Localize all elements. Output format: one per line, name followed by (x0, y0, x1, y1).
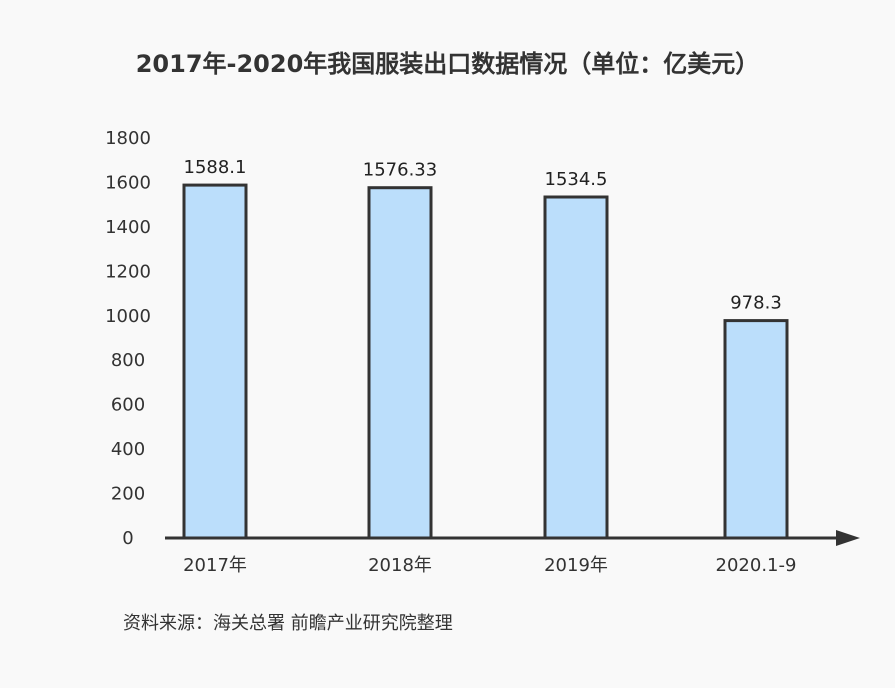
y-tick-label: 800 (111, 350, 145, 371)
y-tick-label: 1200 (105, 261, 151, 282)
chart-title: 2017年-2020年我国服装出口数据情况（单位：亿美元） (135, 50, 760, 78)
x-axis-arrow-icon (836, 530, 860, 546)
y-tick-label: 1400 (105, 217, 151, 238)
y-tick-label: 1600 (105, 172, 151, 193)
bars-group: 1588.1 1576.33 1534.5 978.3 (182, 157, 789, 540)
y-tick-label: 400 (111, 439, 145, 460)
data-label: 978.3 (730, 293, 782, 314)
y-tick-label: 1000 (105, 306, 151, 327)
bar (367, 186, 433, 540)
x-tick-label: 2020.1-9 (716, 555, 797, 576)
bar (182, 183, 248, 540)
y-tick-label: 600 (111, 395, 145, 416)
y-tick-label: 200 (111, 484, 145, 505)
y-tick-label: 1800 (105, 128, 151, 149)
y-axis-ticks: 0 200 400 600 800 1000 1200 1400 1600 1800 (105, 128, 151, 549)
bar (723, 319, 789, 540)
x-tick-label: 2017年 (183, 555, 247, 576)
source-note: 资料来源：海关总署 前瞻产业研究院整理 (123, 613, 453, 634)
bar (543, 195, 609, 540)
y-tick-label: 0 (122, 528, 133, 549)
x-tick-label: 2019年 (544, 555, 608, 576)
x-tick-label: 2018年 (368, 555, 432, 576)
x-axis: 2017年 2018年 2019年 2020.1-9 (165, 530, 860, 576)
data-label: 1534.5 (545, 169, 608, 190)
data-label: 1588.1 (184, 157, 247, 178)
data-label: 1576.33 (363, 160, 437, 181)
